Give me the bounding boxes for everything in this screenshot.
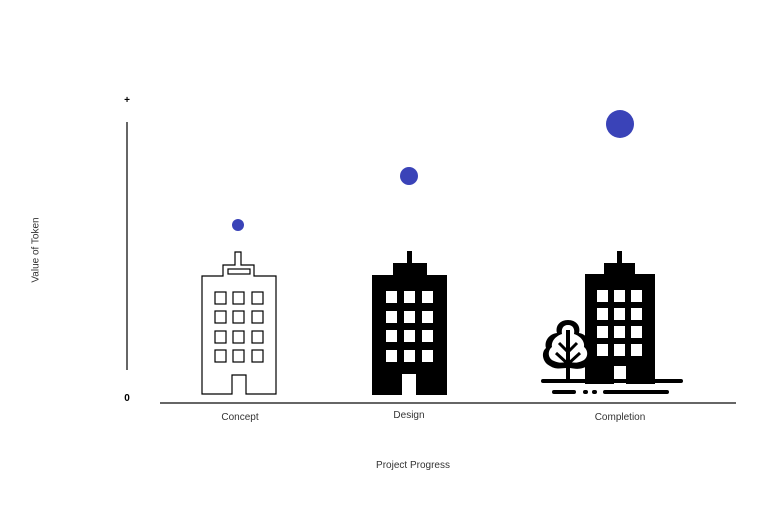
x-axis-label: Project Progress [376, 460, 450, 471]
stage-label-concept: Concept [221, 412, 259, 423]
building-outline-icon [201, 251, 277, 395]
value-marker-design [400, 167, 418, 185]
ground-line [541, 379, 683, 383]
y-tick-bottom: 0 [124, 393, 130, 404]
value-marker-concept [232, 219, 244, 231]
stage-label-completion: Completion [594, 412, 646, 423]
building-with-tree-icon [541, 251, 683, 394]
stage-label-design: Design [393, 410, 425, 421]
y-axis-label: Value of Token [30, 217, 42, 283]
building-solid-icon [372, 251, 447, 395]
tree-icon [542, 320, 593, 382]
value-marker-completion [606, 110, 634, 138]
y-tick-top: + [124, 95, 130, 106]
ground-dashes [552, 390, 669, 394]
